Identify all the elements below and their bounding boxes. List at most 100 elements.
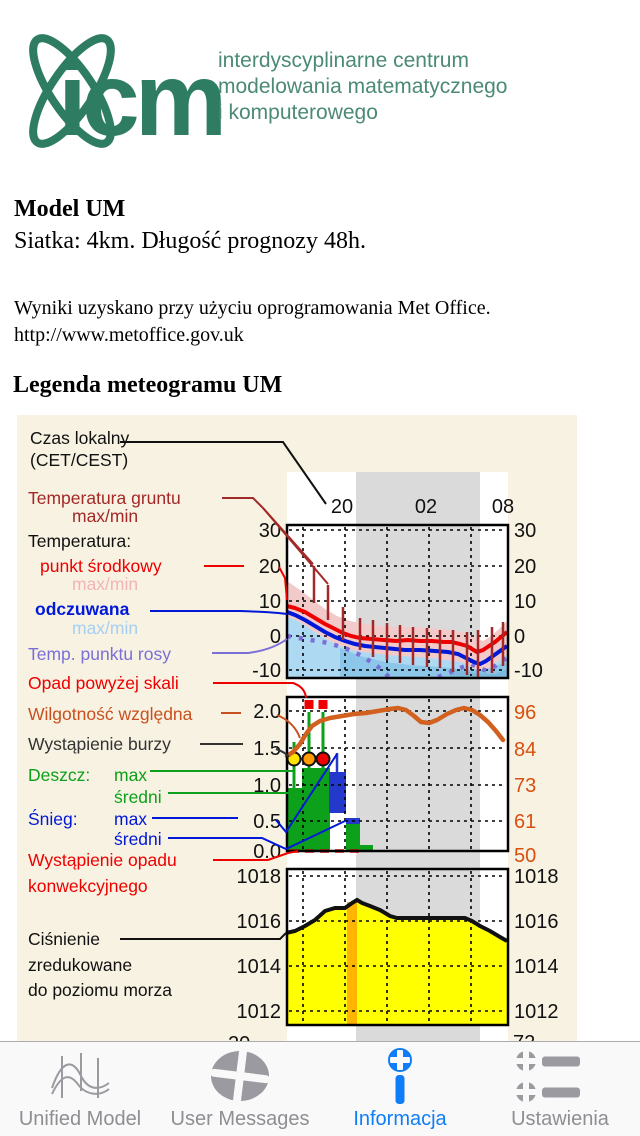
pressure-axis-left: 1018 1016 1014 1012: [237, 866, 282, 1023]
label-dew-point: Temp. punktu rosy: [28, 644, 171, 664]
conv-precip-leader-line: [213, 850, 299, 861]
axis-tick: -10: [252, 660, 281, 682]
meteogram-legend-image: 20 02 08: [17, 415, 577, 1041]
label-conv-precip-1: Wystąpienie opadu: [28, 850, 177, 870]
temp-axis-right: 30 20 10 0 -10: [514, 520, 543, 682]
axis-tick: 73: [514, 775, 536, 797]
pressure-axis-right: 1018 1016 1014 1012: [514, 866, 559, 1023]
time-tick: 02: [415, 496, 437, 518]
pressure-frame: [285, 867, 510, 1027]
logo-text-line: i komputerowego: [218, 101, 378, 124]
logo-orbit-icon: [29, 34, 115, 148]
precip-grid: [289, 699, 506, 849]
label-ground-temp: Temperatura gruntu: [28, 488, 181, 508]
precip-above-scale-markers: [304, 700, 328, 709]
label-rain-max: max: [114, 765, 147, 785]
label-pressure-2: zredukowane: [28, 955, 132, 975]
legend-title: Legenda meteogramu UM: [13, 372, 283, 398]
axis-tick: 1014: [237, 956, 282, 978]
icm-logo: icm: [29, 34, 227, 158]
precip-axis-left: 2.0 1.5 1.0 0.5 0.0: [253, 701, 281, 863]
tab-ustawienia[interactable]: Ustawienia: [480, 1042, 640, 1136]
logo-text-line: modelowania matematycznego: [218, 75, 508, 98]
axis-tick: 1016: [514, 911, 559, 933]
logo-text: interdyscyplinarne centrum modelowania m…: [218, 48, 508, 126]
axis-tick: 1018: [514, 866, 559, 888]
axis-tick: 0.5: [253, 811, 281, 833]
label-ground-temp-range: max/min: [72, 506, 138, 526]
logo-orbit-icon: [29, 34, 115, 148]
axis-tick: 2.0: [253, 701, 281, 723]
credit-text: Wyniki uzyskano przy użyciu oprogramowan…: [14, 297, 491, 319]
axis-tick: 0: [270, 626, 281, 648]
tab-bar: Unified Model User Messages Informac: [0, 1041, 640, 1136]
temp-grid: [289, 527, 506, 676]
label-rain: Deszcz:: [28, 765, 90, 785]
pressure-panel: 1018 1016 1014 1012 1018 1016 1014 1012: [237, 866, 559, 1027]
axis-tick: 0: [514, 626, 525, 648]
tab-informacja[interactable]: Informacja: [320, 1042, 480, 1136]
axis-tick: 30: [514, 520, 536, 542]
temp-frame: [285, 523, 510, 680]
axis-tick: 20: [514, 556, 536, 578]
label-feels-like: odczuwana: [35, 599, 130, 619]
precip-frame: [285, 695, 510, 853]
tab-label: User Messages: [170, 1108, 310, 1130]
logo-text-line: interdyscyplinarne centrum: [218, 49, 469, 72]
axis-tick: 10: [259, 591, 281, 613]
precip-above-scale-leader-line: [213, 682, 307, 699]
humidity-leader-line: [221, 712, 301, 739]
local-time-leader-line: [120, 441, 327, 505]
legend-annotations: Czas lokalny (CET/CEST) Temperatura grun…: [28, 428, 346, 1000]
label-rain-avg: średni: [114, 787, 162, 807]
axis-tick: 1.0: [253, 775, 281, 797]
label-local-time: Czas lokalny: [30, 428, 129, 448]
info-icon: [380, 1046, 420, 1108]
tab-label: Unified Model: [18, 1108, 142, 1130]
clipped-axis-fragment: 72: [513, 1032, 535, 1041]
axis-tick: 61: [514, 811, 536, 833]
time-axis: 20 02 08: [331, 496, 514, 518]
label-midpoint-range: max/min: [72, 574, 138, 594]
settings-list-icon: [514, 1046, 606, 1108]
label-humidity: Wilgotność względna: [28, 704, 193, 724]
label-pressure-3: do poziomu morza: [28, 980, 172, 1000]
tab-unified-model[interactable]: Unified Model: [0, 1042, 160, 1136]
pressure-fill: [286, 900, 507, 1024]
pressure-grid: [289, 871, 506, 1023]
dew-point-line: [286, 633, 509, 680]
axis-tick: 20: [259, 556, 281, 578]
axis-tick: 1012: [514, 1001, 559, 1023]
tab-label: Informacja: [353, 1108, 447, 1130]
axis-tick: 84: [514, 739, 536, 761]
label-snow: Śnieg:: [28, 808, 78, 829]
logo-mark: icm: [58, 42, 222, 158]
snow-avg-leader-line: [168, 820, 346, 851]
axis-tick: 30: [259, 520, 281, 542]
tab-user-messages[interactable]: User Messages: [160, 1042, 320, 1136]
label-temperature: Temperatura:: [28, 531, 131, 551]
storm-markers: [286, 751, 331, 767]
label-storm: Wystąpienie burzy: [28, 734, 171, 754]
temperature-panel: 30 20 10 0 -10 30 20 10 0 -10: [252, 520, 543, 682]
label-local-time-zone: (CET/CEST): [30, 450, 128, 470]
axis-tick: 1016: [237, 911, 282, 933]
dew-point-leader-line: [212, 638, 288, 654]
label-pressure-1: Ciśnienie: [28, 929, 100, 949]
midpoint-leader-line: [204, 565, 288, 601]
axis-tick: 1018: [237, 866, 282, 888]
axis-tick: 50: [514, 845, 536, 867]
plus-circle-icon: [209, 1046, 271, 1108]
pressure-line: [285, 897, 508, 943]
model-subtitle: Siatka: 4km. Długość prognozy 48h.: [14, 228, 366, 254]
axis-tick: 96: [514, 702, 536, 724]
humidity-axis-right: 96 84 73 61 50: [514, 702, 536, 867]
humidity-line: [284, 705, 506, 759]
feels-like-leader-line: [150, 610, 288, 615]
rain-bars: [287, 768, 373, 851]
meteogram-chart-icon: [48, 1046, 112, 1108]
pressure-leader-line: [120, 932, 287, 940]
label-snow-avg: średni: [114, 829, 162, 849]
label-snow-max: max: [114, 809, 147, 829]
precipitation-panel: 2.0 1.5 1.0 0.5 0.0 96 84 73 61 50: [253, 695, 536, 867]
